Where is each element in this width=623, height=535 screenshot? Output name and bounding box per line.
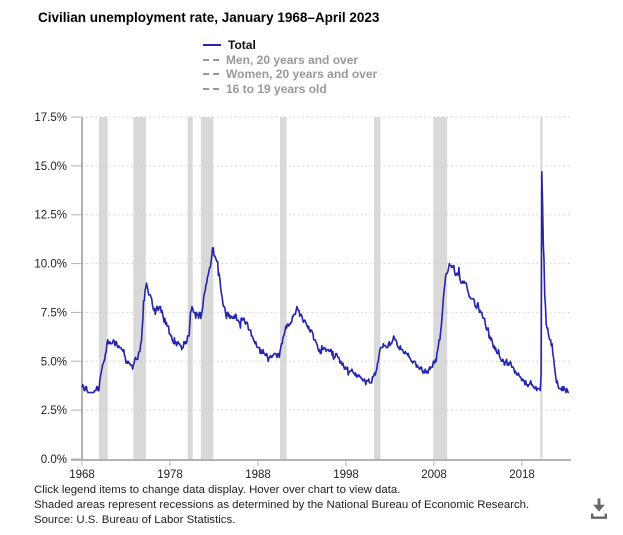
footer-notes: Click legend items to change data displa… bbox=[34, 483, 529, 528]
y-tick-label: 17.5% bbox=[34, 112, 67, 124]
legend-label: Total bbox=[228, 38, 256, 52]
download-icon bbox=[591, 498, 607, 519]
legend-item-total[interactable]: Total bbox=[203, 39, 377, 51]
dashed-line-swatch-icon bbox=[203, 87, 219, 90]
dashed-line-swatch-icon bbox=[203, 73, 219, 75]
legend-item-men-20-years-and-over[interactable]: Men, 20 years and over bbox=[203, 54, 377, 66]
line-swatch-icon bbox=[203, 44, 221, 46]
legend: Total Men, 20 years and over Women, 20 yea… bbox=[203, 39, 377, 95]
x-tick-label: 1998 bbox=[333, 469, 359, 481]
dashed-line-swatch-icon bbox=[203, 58, 219, 61]
footer-note-source: Source: U.S. Bureau of Labor Statistics. bbox=[34, 514, 236, 526]
recession-band bbox=[373, 117, 381, 459]
x-tick-label: 1988 bbox=[245, 469, 271, 481]
recession-band bbox=[433, 117, 448, 459]
x-tick-label: 2008 bbox=[421, 469, 447, 481]
y-tick-label: 0.0% bbox=[41, 454, 67, 466]
recession-band bbox=[280, 117, 287, 459]
y-tick-label: 12.5% bbox=[34, 210, 67, 222]
legend-label: Women, 20 years and over bbox=[226, 67, 378, 81]
x-tick-label: 1978 bbox=[157, 469, 183, 481]
chart-title: Civilian unemployment rate, January 1968… bbox=[38, 10, 380, 25]
legend-label: 16 to 19 years old bbox=[226, 81, 327, 96]
y-tick-label: 7.5% bbox=[41, 307, 67, 319]
x-tick-label: 1968 bbox=[69, 469, 95, 481]
recession-band bbox=[133, 117, 146, 459]
y-tick-label: 5.0% bbox=[41, 356, 67, 368]
recession-band bbox=[187, 117, 193, 459]
download-button[interactable] bbox=[583, 493, 615, 525]
recession-band bbox=[200, 117, 214, 459]
legend-item-16-to-19-years-old[interactable]: 16 to 19 years old bbox=[203, 83, 377, 95]
y-tick-label: 15.0% bbox=[34, 161, 67, 173]
footer-note-recessions: Shaded areas represent recessions as det… bbox=[34, 499, 530, 511]
legend-label: Men, 20 years and over bbox=[226, 52, 359, 67]
y-tick-label: 10.0% bbox=[34, 259, 67, 271]
plot-area[interactable] bbox=[82, 117, 571, 459]
legend-item-women-20-years-and-over[interactable]: Women, 20 years and over bbox=[203, 68, 377, 80]
recession-band bbox=[98, 117, 108, 459]
x-tick-label: 2018 bbox=[509, 469, 535, 481]
series-line-total[interactable] bbox=[81, 170, 570, 394]
y-tick-label: 2.5% bbox=[41, 405, 67, 417]
footer-note-interaction: Click legend items to change data displa… bbox=[34, 484, 401, 496]
